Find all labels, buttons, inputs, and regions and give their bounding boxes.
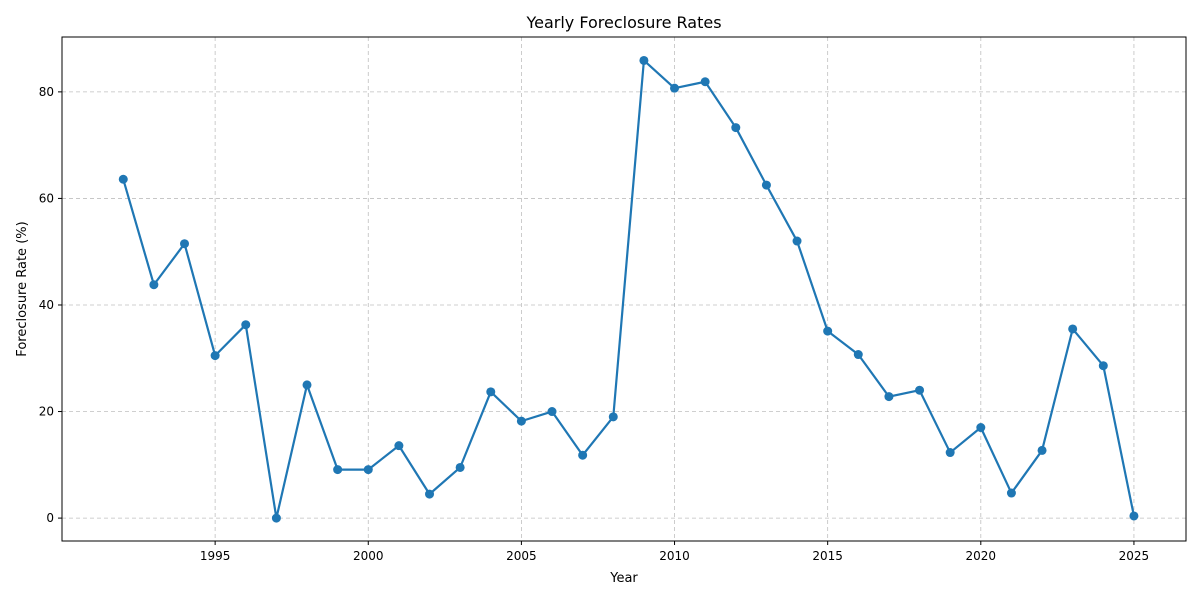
data-point (670, 83, 680, 93)
axis-ticks: 1995 2000 2005 2010 2015 2020 2025 0 20 40 60 80 (39, 85, 1149, 563)
y-tick-label: 0 (46, 511, 54, 525)
data-point (731, 123, 741, 133)
x-tick-label: 2020 (966, 549, 997, 563)
series-layer (118, 55, 1139, 523)
data-point (394, 441, 404, 451)
data-point (271, 513, 281, 523)
y-tick-label: 80 (39, 85, 54, 99)
chart-title: Yearly Foreclosure Rates (525, 13, 721, 32)
data-point (792, 236, 802, 246)
data-point (486, 387, 496, 397)
data-point (210, 351, 220, 361)
data-point (578, 450, 588, 460)
x-axis-title: Year (609, 571, 638, 586)
data-point (1068, 324, 1078, 334)
data-point (241, 320, 251, 330)
x-tick-label: 2015 (812, 549, 843, 563)
series-line (122, 59, 1136, 520)
data-point (700, 77, 710, 87)
data-point (945, 448, 955, 458)
data-point (118, 174, 128, 184)
x-tick-label: 1995 (200, 549, 231, 563)
y-axis-title: Foreclosure Rate (%) (15, 221, 30, 356)
data-point (547, 407, 557, 417)
data-point (608, 412, 618, 422)
data-point (1129, 511, 1139, 521)
data-point (149, 280, 159, 290)
x-tick-label: 2010 (659, 549, 690, 563)
grid (62, 37, 1186, 541)
data-point (1006, 488, 1016, 498)
data-point (455, 462, 465, 472)
data-point (853, 350, 863, 360)
plot-area-frame (61, 36, 1187, 542)
y-tick-label: 60 (39, 191, 54, 205)
data-point (1037, 445, 1047, 455)
data-point (180, 239, 190, 249)
data-point (516, 416, 526, 426)
data-point (1098, 361, 1108, 371)
x-tick-label: 2025 (1119, 549, 1150, 563)
data-point (639, 55, 649, 65)
data-point (915, 385, 925, 395)
y-tick-label: 40 (39, 298, 54, 312)
data-point (302, 380, 312, 390)
data-point (823, 326, 833, 336)
x-tick-label: 2005 (506, 549, 537, 563)
data-point (976, 423, 986, 433)
data-point (761, 180, 771, 190)
data-point (363, 465, 373, 475)
x-tick-label: 2000 (353, 549, 384, 563)
y-tick-label: 20 (39, 405, 54, 419)
data-point (884, 392, 894, 402)
data-point (333, 465, 343, 475)
data-point (425, 489, 435, 499)
